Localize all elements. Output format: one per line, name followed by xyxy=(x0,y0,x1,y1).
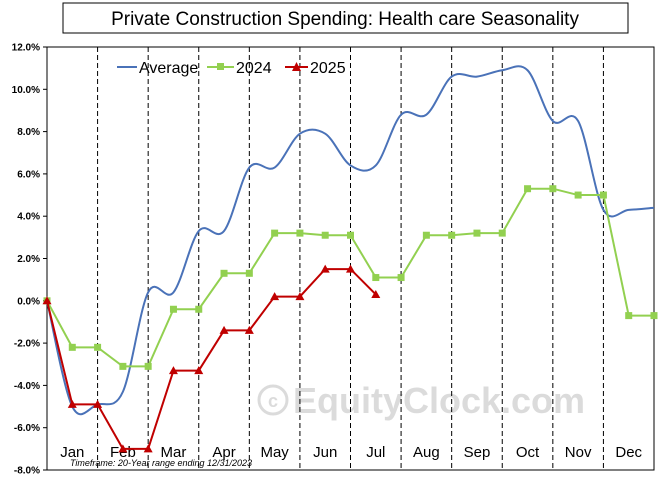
x-tick-label-jan: Jan xyxy=(60,444,84,461)
data-point-2024 xyxy=(372,274,380,282)
x-axis: Jan Feb Mar Apr May Jun Jul Aug Sep Oct Nov Dec xyxy=(60,444,642,461)
watermark-text: EquityClock.com xyxy=(293,380,585,421)
legend-item-2024: 2024 xyxy=(207,60,272,77)
watermark-copyright-c: c xyxy=(268,391,278,411)
data-point-2024 xyxy=(94,343,102,351)
watermark-copyright-icon xyxy=(257,384,289,416)
data-point-2024 xyxy=(68,343,76,351)
legend-item-2025: 2025 xyxy=(285,60,346,77)
data-point-2024 xyxy=(524,185,532,193)
data-point-2024 xyxy=(625,312,633,320)
y-tick-label: 4.0% xyxy=(17,212,40,223)
legend-item-average: Average xyxy=(117,60,198,77)
y-tick-label: 6.0% xyxy=(17,169,40,180)
data-point-2024 xyxy=(321,231,329,239)
x-tick-label-may: May xyxy=(260,444,289,461)
legend-label-average: Average xyxy=(139,60,198,77)
timeframe-footnote: Timeframe: 20-Year range ending 12/31/20… xyxy=(70,458,252,468)
data-point-2024 xyxy=(271,229,279,237)
data-point-2025 xyxy=(320,264,330,273)
data-point-2025 xyxy=(93,399,103,408)
x-tick-label-nov: Nov xyxy=(565,444,592,461)
y-axis: 12.0% 10.0% 8.0% 6.0% 4.0% 2.0% 0.0% -2.0% -4.0%… xyxy=(12,43,47,477)
x-tick-label-aug: Aug xyxy=(413,444,440,461)
data-point-2024 xyxy=(650,312,658,320)
x-tick-label-jul: Jul xyxy=(366,444,385,461)
y-tick-label: 12.0% xyxy=(12,43,40,54)
data-point-2025 xyxy=(194,366,204,375)
month-grid xyxy=(97,47,604,470)
data-point-2024 xyxy=(574,191,582,199)
data-point-2025 xyxy=(295,292,305,301)
data-point-2024 xyxy=(448,231,456,239)
data-point-2025 xyxy=(143,444,153,453)
x-tick-label-oct: Oct xyxy=(516,444,540,461)
data-point-2025 xyxy=(244,325,254,334)
data-point-2024 xyxy=(195,305,203,313)
chart-title: Private Construction Spending: Health ca… xyxy=(111,9,579,30)
data-point-2024 xyxy=(422,231,430,239)
y-tick-label: 8.0% xyxy=(17,127,40,138)
series-layer xyxy=(42,65,658,453)
legend-label-2025: 2025 xyxy=(310,60,346,77)
y-tick-label: -2.0% xyxy=(14,339,40,350)
data-point-2024 xyxy=(296,229,304,237)
data-point-2024 xyxy=(397,274,405,282)
y-tick-label: -8.0% xyxy=(14,466,40,477)
legend: Average 2024 2025 xyxy=(117,60,346,77)
legend-marker-2025 xyxy=(292,62,301,71)
data-point-2025 xyxy=(118,444,128,453)
data-point-2025 xyxy=(168,366,178,375)
data-point-2025 xyxy=(219,325,229,334)
title-box xyxy=(62,2,629,34)
data-point-2024 xyxy=(245,269,253,277)
data-point-2024 xyxy=(347,231,354,239)
data-point-2024 xyxy=(498,229,506,237)
data-point-2024 xyxy=(144,362,152,370)
data-point-2024 xyxy=(119,362,127,370)
data-point-2024 xyxy=(599,191,607,199)
y-tick-label: 10.0% xyxy=(12,85,40,96)
data-point-2024 xyxy=(549,185,557,193)
y-tick-label: 0.0% xyxy=(17,296,40,307)
legend-label-2024: 2024 xyxy=(236,60,272,77)
y-tick-label: 2.0% xyxy=(17,254,40,265)
x-tick-label-mar: Mar xyxy=(161,444,187,461)
data-point-2025 xyxy=(270,292,280,301)
x-tick-label-jun: Jun xyxy=(313,444,337,461)
data-point-2024 xyxy=(473,229,481,237)
series-line-average xyxy=(46,65,655,416)
data-point-2025 xyxy=(371,289,381,298)
series-line-2025 xyxy=(46,268,377,450)
y-tick-label: -4.0% xyxy=(14,381,40,392)
data-point-2025 xyxy=(346,264,355,273)
x-tick-label-apr: Apr xyxy=(212,444,235,461)
data-point-2025 xyxy=(67,399,77,408)
data-point-2024 xyxy=(220,269,228,277)
y-tick-label: -6.0% xyxy=(14,423,40,434)
legend-marker-2024 xyxy=(217,63,224,70)
x-tick-label-dec: Dec xyxy=(615,444,642,461)
x-tick-label-sep: Sep xyxy=(464,444,491,461)
data-point-2025 xyxy=(42,296,52,305)
watermark: c EquityClock.com xyxy=(257,380,585,421)
data-point-2024 xyxy=(169,305,177,313)
